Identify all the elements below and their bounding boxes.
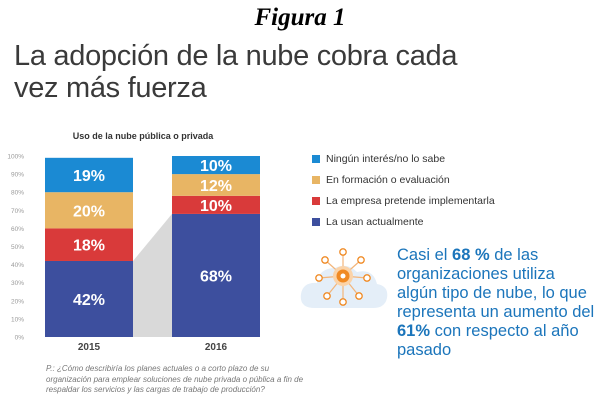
data-label: 20% [73, 203, 105, 220]
data-label: 42% [73, 292, 105, 309]
callout-text: Casi el 68 % de las organizaciones utili… [397, 246, 597, 360]
chart-legend: Ningún interés/no lo sabe En formación o… [312, 148, 495, 232]
data-label: 10% [200, 198, 232, 215]
bar-segment [45, 260, 133, 337]
legend-swatch [312, 196, 320, 205]
data-label: 18% [73, 238, 105, 255]
cloud-network-icon [300, 248, 388, 308]
y-tick-label: 80% [11, 190, 24, 197]
bar-segment [172, 156, 260, 175]
data-label: 10% [200, 158, 232, 175]
data-label: 12% [200, 178, 232, 195]
stacked-bar-chart: Uso de la nube pública o privada 0% 10% 20%… [7, 131, 260, 353]
legend-label: En formación o evaluación [326, 173, 450, 186]
callout-part3: con respecto al año pasado [397, 322, 579, 359]
y-tick-label: 0% [15, 335, 25, 342]
y-tick-label: 10% [11, 316, 24, 323]
bar-segment [172, 213, 260, 337]
headline: La adopción de la nube cobra cada vez má… [14, 40, 458, 104]
y-tick-label: 60% [11, 226, 24, 233]
y-tick-label: 100% [7, 154, 24, 161]
callout-highlight-68: 68 % [452, 246, 490, 264]
bar-segment [45, 192, 133, 229]
y-tick-label: 70% [11, 208, 24, 215]
callout-part1: Casi el [397, 246, 453, 264]
legend-item: La usan actualmente [312, 211, 495, 232]
legend-label: Ningún interés/no lo sabe [326, 152, 446, 165]
bar-segment [172, 174, 260, 196]
y-tick-label: 90% [11, 172, 24, 179]
legend-item: La empresa pretende implementarla [312, 190, 495, 211]
legend-item: Ningún interés/no lo sabe [312, 148, 495, 169]
bar-segment [45, 157, 133, 193]
data-label: 68% [200, 268, 232, 285]
y-tick-label: 40% [11, 262, 24, 269]
legend-label: La usan actualmente [326, 215, 424, 228]
legend-label: La empresa pretende implementarla [326, 194, 495, 207]
chart-title: Uso de la nube pública o privada [73, 131, 215, 141]
figure-label: Figura 1 [254, 4, 346, 31]
legend-item: En formación o evaluación [312, 169, 495, 190]
bar-segment [45, 228, 133, 261]
survey-question: P.: ¿Cómo describiría los planes actuale… [46, 364, 304, 394]
bar-segment [172, 195, 260, 214]
data-label: 19% [73, 168, 105, 185]
legend-swatch [312, 154, 320, 163]
y-tick-label: 20% [11, 298, 24, 305]
x-tick-label: 2016 [205, 342, 228, 353]
x-tick-label: 2015 [78, 342, 101, 353]
legend-swatch [312, 217, 320, 226]
y-tick-label: 50% [11, 244, 24, 251]
legend-swatch [312, 175, 320, 184]
callout-highlight-61: 61% [397, 322, 431, 340]
bar-connector [133, 213, 172, 337]
callout-part2: de las organizaciones utiliza algún tipo… [397, 246, 595, 321]
y-tick-label: 30% [11, 280, 24, 287]
